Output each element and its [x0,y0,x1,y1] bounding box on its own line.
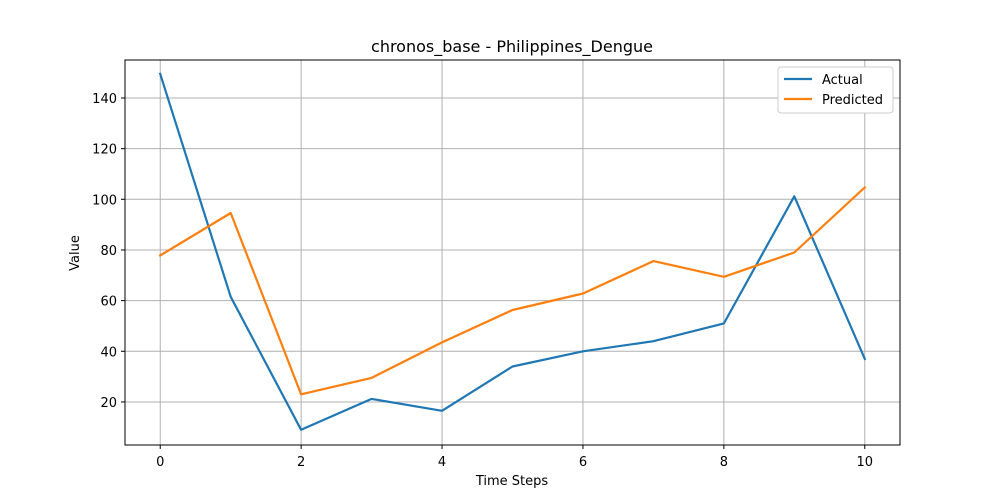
x-tick-label: 10 [856,455,873,470]
y-tick-label: 80 [100,244,117,259]
series-line-actual [158,72,867,431]
y-tick-label: 140 [92,92,117,107]
x-tick-label: 2 [297,455,305,470]
legend-label-actual: Actual [822,73,863,88]
y-tick-label: 120 [92,143,117,158]
y-tick-label: 20 [100,396,117,411]
series-lines [158,72,867,431]
y-tick-label: 100 [92,193,117,208]
y-axis-label: Value [68,235,83,271]
y-tick-label: 40 [100,345,117,360]
y-axis-ticks: 20 40 60 80 100 120 140 [92,92,125,411]
x-axis-ticks: 0 2 4 6 8 10 [156,445,873,470]
x-tick-label: 4 [438,455,446,470]
x-tick-label: 8 [720,455,728,470]
legend: Actual Predicted [777,66,894,114]
legend-label-predicted: Predicted [822,93,883,108]
grid [125,60,900,445]
series-line-predicted [158,185,867,396]
x-axis-label: Time Steps [475,474,549,489]
x-tick-label: 0 [156,455,164,470]
x-tick-label: 6 [579,455,587,470]
plot-frame [124,59,901,446]
y-tick-label: 60 [100,295,117,310]
chart-title: chronos_base - Philippines_Dengue [371,37,653,57]
